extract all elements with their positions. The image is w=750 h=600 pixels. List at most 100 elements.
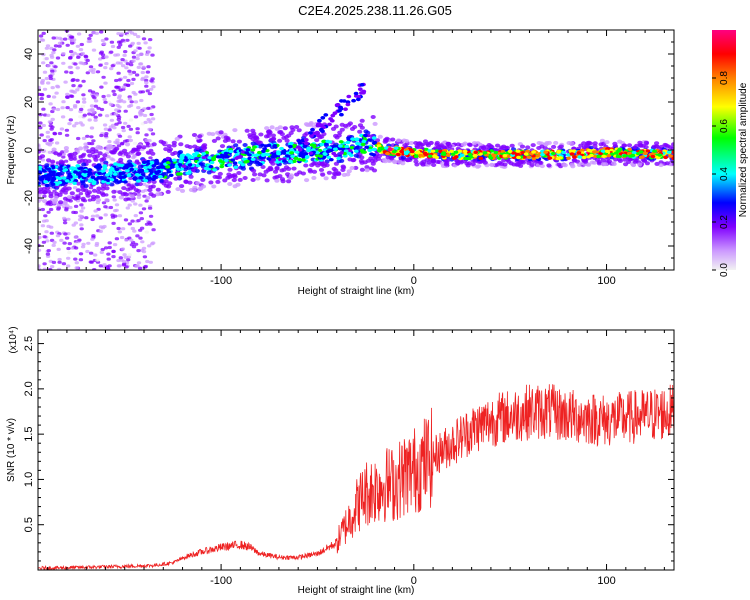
heatmap-cell — [60, 115, 66, 119]
heatmap-cell — [627, 151, 632, 156]
y-tick-label: 0 — [23, 147, 35, 153]
heatmap-cell — [303, 152, 309, 156]
heatmap-cell — [359, 155, 365, 160]
heatmap-cell — [42, 194, 47, 198]
heatmap-cell — [82, 113, 88, 117]
heatmap-cell — [102, 263, 107, 267]
heatmap-cell — [90, 150, 96, 155]
heatmap-cell — [154, 170, 159, 174]
heatmap-cell — [357, 123, 364, 128]
y-tick-label: -40 — [23, 238, 35, 254]
heatmap-cell — [80, 51, 86, 56]
heatmap-cell — [319, 134, 325, 139]
heatmap-cell — [136, 193, 142, 197]
heatmap-cell — [289, 141, 294, 146]
heatmap-cell — [346, 137, 352, 141]
heatmap-cell — [72, 124, 77, 128]
heatmap-cell — [42, 267, 47, 270]
heatmap-cell — [76, 32, 82, 36]
heatmap-cell — [357, 129, 363, 134]
heatmap-cell — [78, 192, 84, 196]
heatmap-cell — [127, 222, 132, 226]
heatmap-cell — [142, 107, 147, 111]
heatmap-cell — [84, 216, 89, 220]
heatmap-cell — [247, 133, 253, 138]
heatmap-cell — [99, 30, 104, 34]
heatmap-cell — [51, 95, 57, 99]
heatmap-cell — [332, 147, 338, 151]
heatmap-cell — [178, 172, 183, 176]
heatmap-cell — [101, 94, 106, 99]
heatmap-cell — [79, 203, 84, 207]
heatmap-cell — [111, 195, 117, 199]
heatmap-cell — [124, 238, 129, 242]
heatmap-cell — [134, 160, 140, 165]
heatmap-cell — [159, 178, 165, 183]
heatmap-cell — [75, 181, 82, 186]
heatmap-cell — [45, 201, 52, 206]
heatmap-cell — [116, 40, 122, 44]
heatmap-cell — [263, 169, 269, 174]
y-scale-factor-label: (x10⁴) — [8, 326, 19, 353]
heatmap-cell — [38, 144, 41, 148]
heatmap-cell — [194, 168, 200, 173]
heatmap-cell — [147, 206, 153, 210]
heatmap-cell — [72, 186, 78, 190]
heatmap-cell — [74, 266, 79, 270]
x-tick-label: 0 — [411, 575, 417, 587]
heatmap-cell — [134, 73, 140, 77]
heatmap-cell — [131, 70, 137, 74]
heatmap-cell — [288, 131, 294, 135]
heatmap-cell — [75, 44, 81, 48]
heatmap-cell — [150, 151, 156, 156]
heatmap-cell — [149, 112, 154, 117]
heatmap-cell — [585, 142, 591, 147]
heatmap-cell — [121, 259, 127, 263]
heatmap-cell — [130, 199, 135, 203]
heatmap-cell — [95, 214, 100, 218]
heatmap-cell — [123, 121, 128, 125]
heatmap-cell — [418, 143, 424, 148]
heatmap-cell — [657, 153, 663, 157]
heatmap-cell — [113, 209, 118, 213]
heatmap-cell — [393, 146, 399, 150]
heatmap-cell — [279, 146, 284, 151]
heatmap-cell — [123, 180, 128, 184]
heatmap-cell — [637, 162, 643, 167]
heatmap-cell — [87, 153, 93, 158]
heatmap-cell — [414, 145, 421, 150]
heatmap-cell — [174, 136, 180, 141]
heatmap-cell — [260, 153, 266, 157]
heatmap-cell — [142, 113, 148, 118]
heatmap-cell — [46, 158, 52, 163]
heatmap-cell — [45, 135, 51, 139]
heatmap-cell — [75, 88, 80, 92]
heatmap-cell — [525, 145, 531, 150]
heatmap-cell — [565, 153, 571, 157]
heatmap-cell — [60, 150, 65, 154]
heatmap-cell — [72, 181, 77, 185]
heatmap-cell — [555, 156, 561, 161]
heatmap-cell — [658, 163, 664, 168]
heatmap-cell — [303, 163, 309, 168]
heatmap-cell — [367, 138, 372, 142]
heatmap-cell — [225, 155, 230, 159]
heatmap-cell — [339, 99, 344, 103]
heatmap-cell — [69, 50, 74, 54]
heatmap-cell — [347, 121, 353, 126]
heatmap-cell — [73, 235, 79, 239]
heatmap-cell — [450, 152, 456, 156]
heatmap-cell — [140, 240, 145, 244]
heatmap-cell — [142, 255, 148, 259]
heatmap-cell — [72, 51, 77, 55]
heatmap-cell — [148, 120, 153, 124]
heatmap-cell — [358, 159, 364, 163]
heatmap-cell — [51, 51, 56, 55]
heatmap-cell — [339, 112, 344, 117]
heatmap-cell — [40, 175, 46, 179]
y-tick-label: 40 — [23, 48, 35, 60]
heatmap-cell — [387, 148, 393, 152]
heatmap-cell — [478, 156, 484, 160]
heatmap-cell — [61, 176, 67, 180]
heatmap-cell — [558, 144, 564, 149]
